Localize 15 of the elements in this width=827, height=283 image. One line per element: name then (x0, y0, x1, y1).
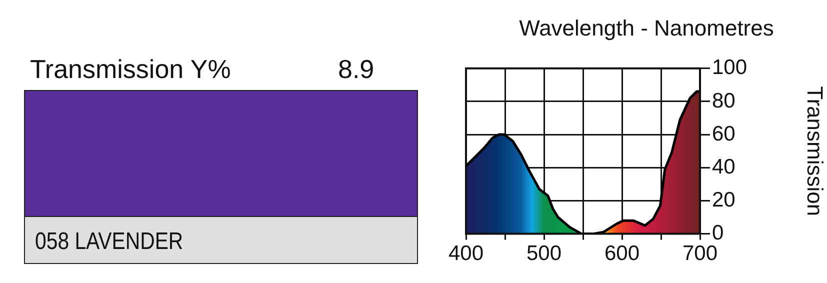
y-tick-label: 60 (712, 122, 736, 146)
y-tick-label: 20 (712, 188, 736, 212)
text: 058 LAVENDER (35, 228, 184, 256)
y-tick-label: 0 (712, 222, 724, 245)
y-tick-label: 100 (712, 56, 748, 80)
chart-title: Wavelength - Nanometres (519, 15, 774, 40)
y-tick-label: 80 (712, 89, 736, 112)
text: Transmission Y% (30, 54, 231, 85)
text: 8.9 (338, 54, 374, 85)
x-tick-label: 700 (682, 242, 718, 266)
y-axis-title: Transmission (802, 86, 827, 216)
x-tick-label: 400 (448, 242, 484, 266)
x-tick-label: 600 (604, 242, 640, 266)
x-tick-label: 500 (526, 242, 562, 266)
y-tick-label: 40 (712, 155, 736, 178)
